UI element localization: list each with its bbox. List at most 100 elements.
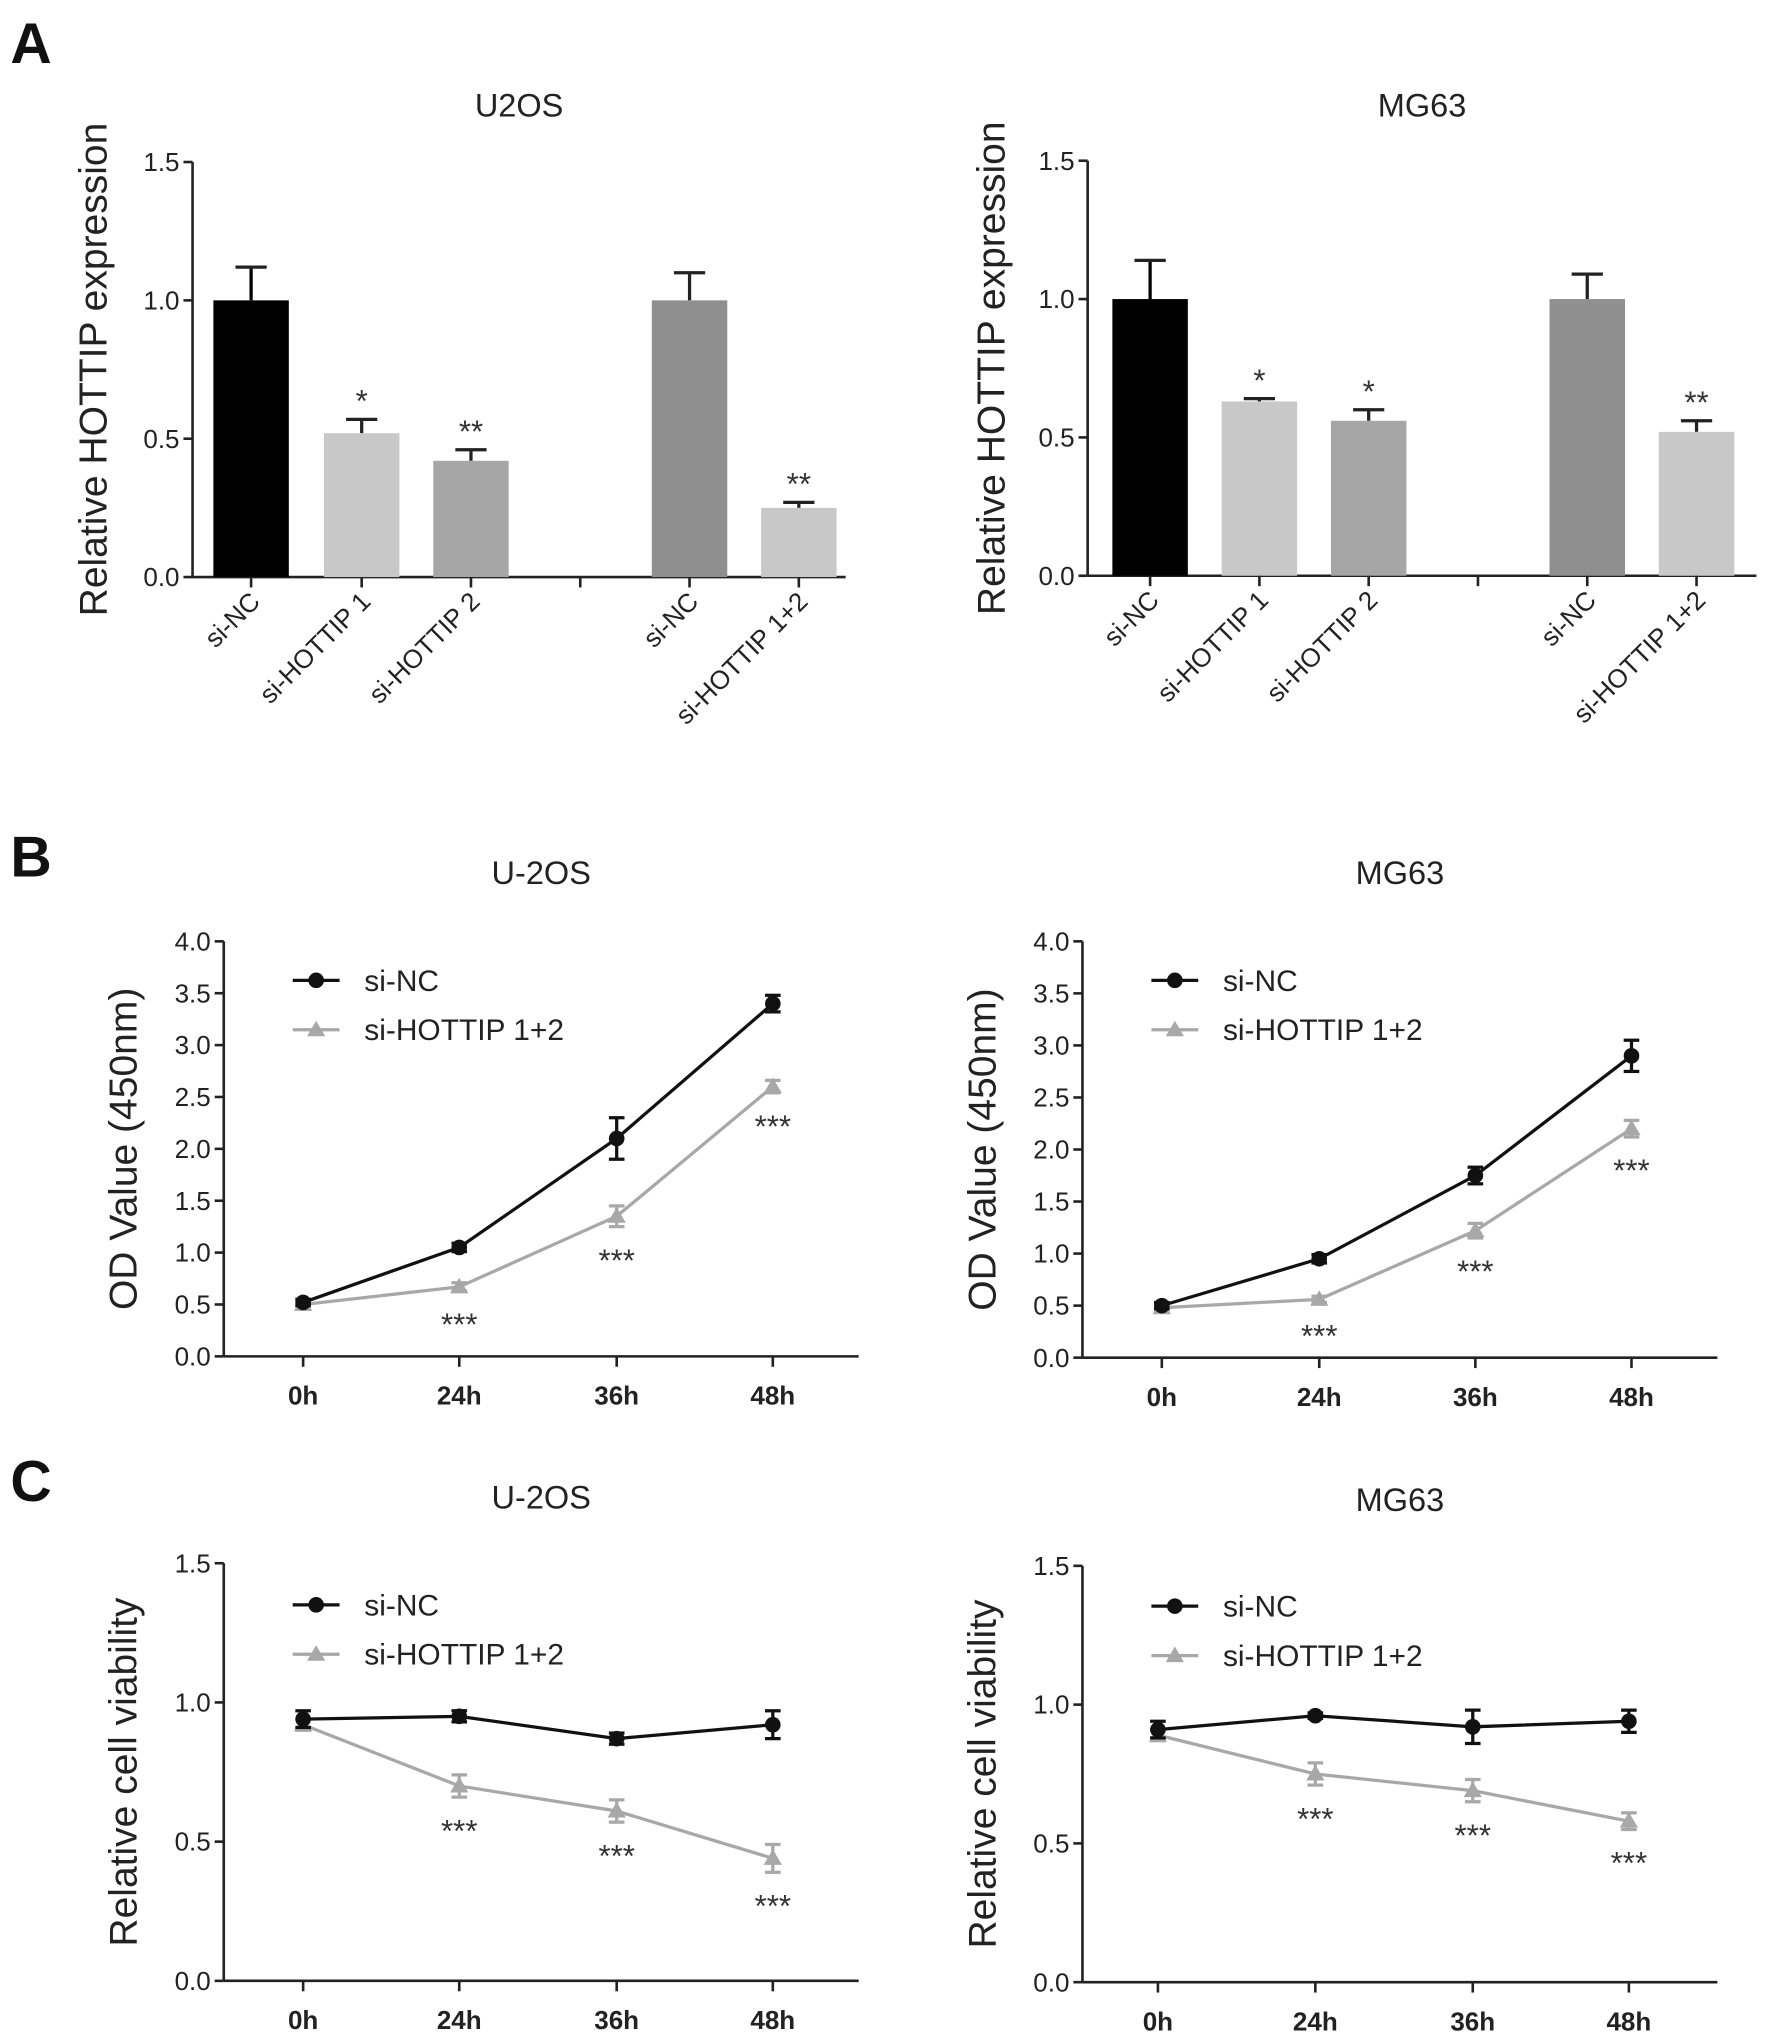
chart-0-bar [433, 460, 509, 578]
chart-0-significance: ** [787, 467, 811, 502]
panel-letter-b: B [10, 825, 51, 889]
chart-1-bar [1330, 420, 1407, 576]
chart-2-xtick-label: 24h [437, 1381, 482, 1411]
chart-3-point [1467, 1167, 1484, 1184]
chart-1-ytick-label: 0.5 [1038, 423, 1074, 453]
chart-4-series-line-0 [303, 1714, 773, 1741]
chart-5-point [1463, 1781, 1482, 1798]
chart-1-title: MG63 [1378, 87, 1467, 123]
chart-5-point [1619, 1812, 1638, 1828]
chart-1-ytick-label: 1.5 [1038, 146, 1074, 176]
chart-5-ytick-label: 1.0 [1033, 1690, 1069, 1720]
chart-0-significance: ** [459, 414, 483, 449]
chart-3-ylabel: OD Value (450nm) [961, 988, 1004, 1310]
chart-0-ytick-label: 1.0 [143, 285, 179, 315]
chart-4-ytick-label: 1.0 [175, 1688, 211, 1718]
chart-1-significance: ** [1684, 385, 1708, 420]
chart-5-ytick-label: 0.5 [1033, 1828, 1069, 1858]
chart-5-legend-label: si-HOTTIP 1+2 [1223, 1640, 1423, 1673]
chart-4-ytick-label: 0.0 [175, 1966, 211, 1996]
chart-3-point [1311, 1250, 1328, 1267]
chart-2-significance: *** [441, 1307, 477, 1342]
chart-5-xtick-label: 48h [1606, 2006, 1651, 2036]
chart-5-significance: *** [1611, 1846, 1647, 1881]
chart-3-significance: *** [1613, 1153, 1649, 1188]
panel-letter-c: C [10, 1450, 51, 1514]
chart-4-xtick-label: 48h [750, 2005, 795, 2035]
chart-0-ylabel: Relative HOTTIP expression [73, 123, 116, 617]
chart-5-point [1306, 1764, 1325, 1781]
chart-1-xtick-label: si-NC [1098, 585, 1165, 652]
chart-1-xtick-label: si-NC [1535, 585, 1602, 652]
chart-0-bar [651, 300, 728, 578]
chart-1-bar [1549, 299, 1625, 576]
chart-1-ylabel: Relative HOTTIP expression [970, 121, 1013, 615]
chart-5-ytick-label: 0.0 [1033, 1967, 1069, 1997]
chart-0-ytick-label: 0.0 [143, 562, 179, 592]
chart-5-legend-label: si-NC [1223, 1591, 1298, 1624]
chart-3-significance: *** [1301, 1319, 1337, 1354]
chart-2-ytick-label: 2.5 [175, 1082, 211, 1112]
chart-2-legend-marker [307, 1020, 326, 1037]
chart-4-legend-label: si-HOTTIP 1+2 [364, 1639, 564, 1672]
chart-3-ytick-label: 0.0 [1033, 1343, 1069, 1373]
chart-1-ytick-label: 0.0 [1038, 561, 1074, 591]
chart-5-significance: *** [1455, 1818, 1491, 1853]
chart-0-bar [323, 433, 400, 578]
chart-0-title: U2OS [475, 87, 564, 123]
chart-2-point [450, 1277, 469, 1294]
chart-5-ytick-label: 1.5 [1033, 1551, 1069, 1581]
chart-2-ytick-label: 3.5 [175, 978, 211, 1008]
chart-1-bar [1658, 431, 1735, 576]
chart-4-significance: *** [441, 1813, 477, 1848]
chart-4-point [451, 1708, 468, 1725]
chart-2-title: U-2OS [492, 855, 591, 891]
chart-5-title: MG63 [1356, 1482, 1445, 1518]
chart-5-ylabel: Relative cell viability [961, 1599, 1004, 1949]
chart-5-point [1464, 1719, 1481, 1735]
chart-4-point [450, 1776, 469, 1793]
chart-2-legend-marker [308, 972, 324, 989]
chart-2-legend-label: si-NC [364, 965, 439, 998]
chart-0-ytick-label: 1.5 [143, 147, 179, 177]
chart-3-ytick-label: 0.5 [1033, 1291, 1069, 1321]
chart-3-xtick-label: 0h [1147, 1382, 1177, 1412]
chart-5-legend-marker [1165, 1646, 1184, 1663]
chart-3-point [1623, 1048, 1640, 1064]
chart-5-xtick-label: 36h [1450, 2006, 1495, 2036]
chart-2-ytick-label: 0.0 [175, 1341, 211, 1371]
chart-4-point [608, 1730, 625, 1747]
chart-4-point [765, 1716, 781, 1733]
chart-3-legend-marker [1165, 1020, 1184, 1037]
chart-4-legend-marker [307, 1645, 326, 1661]
chart-3-xtick-label: 48h [1609, 1382, 1654, 1412]
chart-4-significance: *** [598, 1838, 634, 1873]
chart-3-point [1310, 1290, 1329, 1306]
chart-2-point [608, 1130, 625, 1147]
chart-3-legend-marker [1167, 972, 1183, 989]
chart-0-xtick-label: si-NC [637, 586, 704, 653]
chart-3-significance: *** [1457, 1254, 1493, 1289]
chart-2-significance: *** [598, 1243, 634, 1278]
chart-2-xtick-label: 48h [750, 1381, 795, 1411]
chart-2-series-line-0 [302, 1002, 774, 1304]
chart-4-title: U-2OS [492, 1480, 591, 1516]
chart-1-xtick-label: si-HOTTIP 1 [1151, 585, 1274, 708]
chart-5-significance: *** [1297, 1801, 1333, 1836]
chart-3-ytick-label: 2.0 [1033, 1135, 1069, 1165]
chart-0-bar [761, 507, 837, 578]
chart-4-xtick-label: 36h [594, 2005, 639, 2035]
chart-5-xtick-label: 24h [1293, 2006, 1338, 2036]
chart-3-point [1154, 1297, 1170, 1314]
chart-2-ylabel: OD Value (450nm) [103, 988, 146, 1310]
chart-3-xtick-label: 24h [1297, 1382, 1342, 1412]
chart-1-bar [1221, 401, 1298, 576]
chart-2-ytick-label: 2.0 [175, 1134, 211, 1164]
chart-4-ylabel: Relative cell viability [103, 1597, 146, 1947]
chart-5-series-line-0 [1157, 1714, 1629, 1732]
chart-5-point [1307, 1707, 1324, 1724]
chart-2-point [451, 1239, 468, 1256]
chart-4-point [763, 1849, 782, 1865]
chart-4-xtick-label: 24h [437, 2005, 482, 2035]
